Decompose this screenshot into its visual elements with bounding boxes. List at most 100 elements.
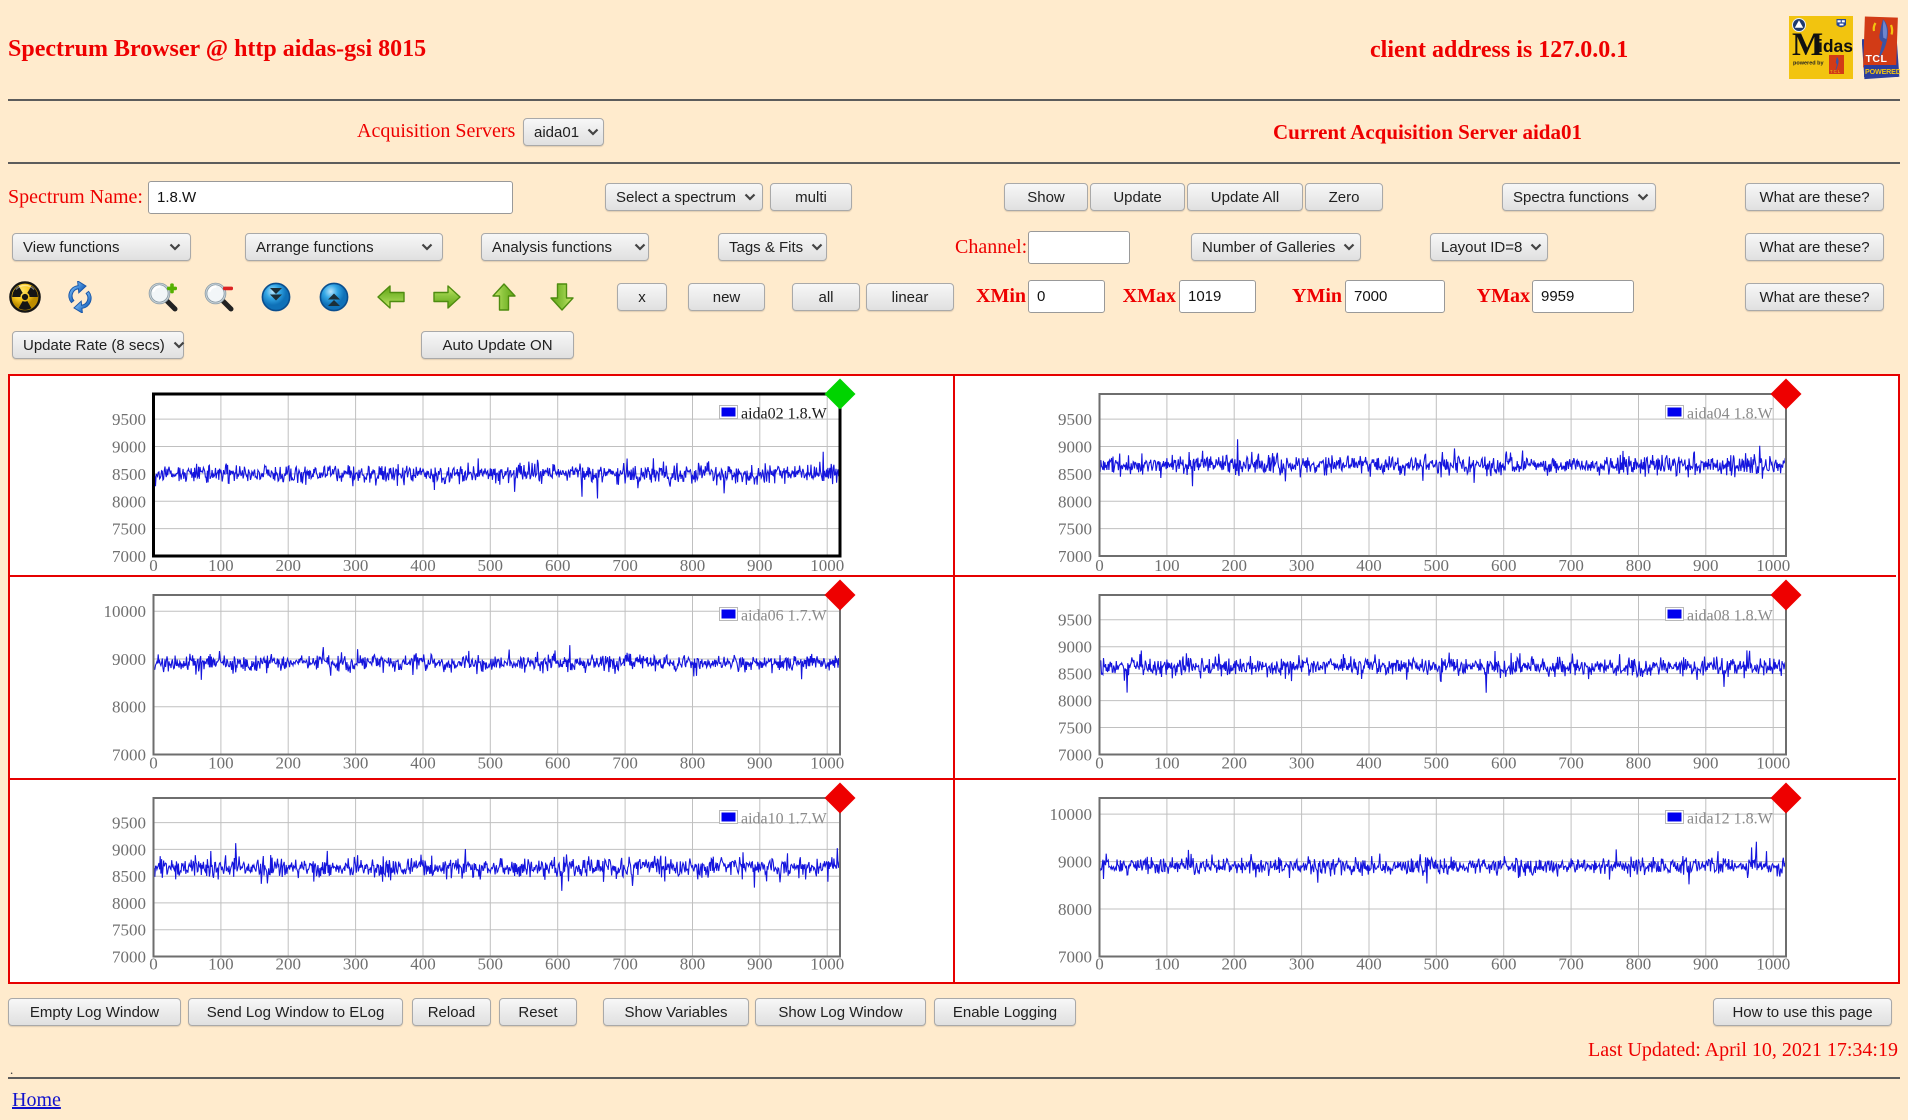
- svg-text:700: 700: [1558, 754, 1584, 773]
- svg-text:900: 900: [747, 955, 773, 974]
- svg-text:7000: 7000: [1058, 547, 1092, 566]
- svg-text:9500: 9500: [1058, 410, 1092, 429]
- svg-text:900: 900: [1693, 955, 1719, 974]
- svg-text:0: 0: [149, 556, 158, 575]
- svg-text:800: 800: [1626, 955, 1652, 974]
- svg-text:200: 200: [1221, 955, 1247, 974]
- svg-text:400: 400: [1356, 754, 1382, 773]
- svg-text:7500: 7500: [112, 921, 146, 940]
- svg-text:aida04 1.8.W: aida04 1.8.W: [1687, 406, 1774, 423]
- svg-text:200: 200: [1221, 754, 1247, 773]
- svg-text:1000: 1000: [810, 754, 844, 773]
- svg-text:8000: 8000: [112, 698, 146, 717]
- svg-text:700: 700: [1558, 556, 1584, 575]
- svg-text:9000: 9000: [112, 650, 146, 669]
- svg-text:T C L: T C L: [1830, 69, 1841, 74]
- svg-text:9000: 9000: [1058, 438, 1092, 457]
- svg-text:800: 800: [680, 754, 706, 773]
- svg-text:aida02 1.8.W: aida02 1.8.W: [741, 406, 828, 423]
- svg-text:200: 200: [275, 556, 301, 575]
- svg-text:7000: 7000: [112, 746, 146, 765]
- svg-text:400: 400: [410, 754, 436, 773]
- svg-text:700: 700: [612, 955, 638, 974]
- svg-text:aida10 1.7.W: aida10 1.7.W: [741, 811, 828, 828]
- svg-text:9500: 9500: [112, 410, 146, 429]
- svg-text:900: 900: [1693, 754, 1719, 773]
- svg-text:800: 800: [680, 556, 706, 575]
- svg-text:8000: 8000: [112, 492, 146, 511]
- svg-text:800: 800: [680, 955, 706, 974]
- svg-text:powered by: powered by: [1793, 61, 1825, 67]
- svg-text:0: 0: [1095, 955, 1104, 974]
- svg-text:7500: 7500: [112, 520, 146, 539]
- svg-text:300: 300: [1289, 955, 1315, 974]
- svg-text:300: 300: [343, 556, 369, 575]
- svg-text:600: 600: [1491, 955, 1517, 974]
- svg-text:8000: 8000: [112, 894, 146, 913]
- svg-text:10000: 10000: [104, 602, 147, 621]
- svg-text:9000: 9000: [112, 438, 146, 457]
- svg-text:idas: idas: [1818, 36, 1853, 56]
- svg-text:900: 900: [747, 754, 773, 773]
- svg-text:500: 500: [478, 556, 504, 575]
- svg-text:800: 800: [1626, 556, 1652, 575]
- svg-text:500: 500: [1424, 955, 1450, 974]
- svg-text:400: 400: [1356, 955, 1382, 974]
- svg-text:8000: 8000: [1058, 900, 1092, 919]
- svg-text:700: 700: [612, 754, 638, 773]
- svg-text:9000: 9000: [1058, 853, 1092, 872]
- svg-text:900: 900: [747, 556, 773, 575]
- svg-text:600: 600: [545, 556, 571, 575]
- svg-text:8500: 8500: [112, 867, 146, 886]
- svg-text:200: 200: [275, 955, 301, 974]
- svg-text:100: 100: [208, 556, 234, 575]
- svg-text:100: 100: [208, 955, 234, 974]
- svg-text:400: 400: [410, 556, 436, 575]
- svg-text:300: 300: [1289, 556, 1315, 575]
- svg-text:7000: 7000: [112, 948, 146, 967]
- svg-text:800: 800: [1626, 754, 1652, 773]
- svg-text:1000: 1000: [1756, 556, 1790, 575]
- svg-text:0: 0: [149, 955, 158, 974]
- svg-text:500: 500: [478, 754, 504, 773]
- svg-text:8500: 8500: [112, 465, 146, 484]
- svg-text:0: 0: [1095, 754, 1104, 773]
- svg-text:9000: 9000: [1058, 638, 1092, 657]
- svg-text:8000: 8000: [1058, 692, 1092, 711]
- svg-text:0: 0: [1095, 556, 1104, 575]
- svg-text:500: 500: [1424, 754, 1450, 773]
- svg-text:100: 100: [208, 754, 234, 773]
- svg-text:1000: 1000: [810, 556, 844, 575]
- svg-text:7000: 7000: [1058, 746, 1092, 765]
- svg-text:7000: 7000: [1058, 948, 1092, 967]
- svg-text:aida08 1.8.W: aida08 1.8.W: [1687, 608, 1774, 625]
- svg-text:8500: 8500: [1058, 665, 1092, 684]
- svg-text:600: 600: [545, 754, 571, 773]
- svg-text:500: 500: [1424, 556, 1450, 575]
- svg-text:400: 400: [410, 955, 436, 974]
- svg-text:POWERED: POWERED: [1865, 67, 1900, 76]
- svg-text:600: 600: [1491, 754, 1517, 773]
- svg-text:TCL: TCL: [1866, 53, 1888, 65]
- svg-text:700: 700: [612, 556, 638, 575]
- svg-text:400: 400: [1356, 556, 1382, 575]
- svg-text:100: 100: [1154, 754, 1180, 773]
- svg-text:7000: 7000: [112, 547, 146, 566]
- svg-text:7500: 7500: [1058, 719, 1092, 738]
- svg-text:0: 0: [149, 754, 158, 773]
- svg-text:aida12 1.8.W: aida12 1.8.W: [1687, 811, 1774, 828]
- svg-text:1000: 1000: [810, 955, 844, 974]
- svg-text:8500: 8500: [1058, 465, 1092, 484]
- svg-text:10000: 10000: [1050, 805, 1093, 824]
- svg-text:300: 300: [343, 955, 369, 974]
- svg-text:M: M: [1792, 27, 1823, 63]
- svg-text:9500: 9500: [1058, 611, 1092, 630]
- svg-text:300: 300: [343, 754, 369, 773]
- svg-text:600: 600: [545, 955, 571, 974]
- svg-text:100: 100: [1154, 955, 1180, 974]
- svg-text:500: 500: [478, 955, 504, 974]
- svg-text:700: 700: [1558, 955, 1584, 974]
- svg-text:200: 200: [275, 754, 301, 773]
- svg-text:9000: 9000: [112, 840, 146, 859]
- svg-text:200: 200: [1221, 556, 1247, 575]
